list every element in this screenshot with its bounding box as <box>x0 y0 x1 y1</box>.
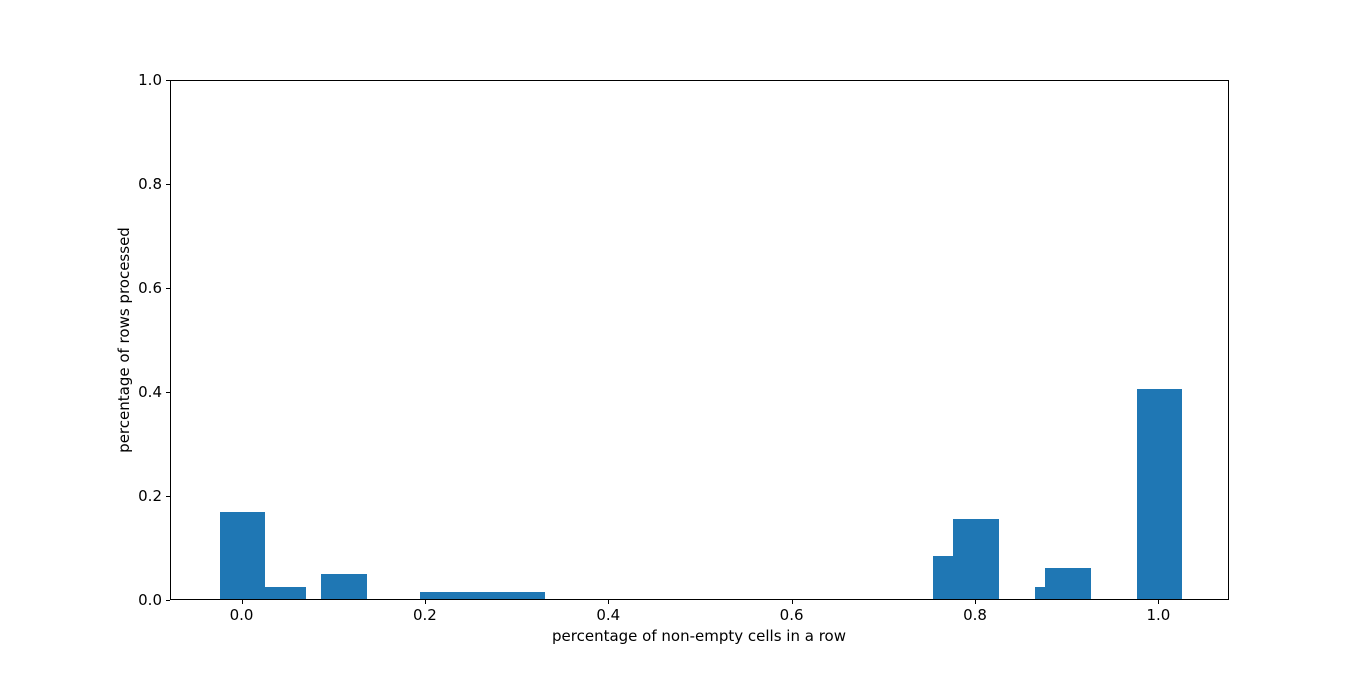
x-tick-label: 0.2 <box>412 606 437 624</box>
y-tick-mark <box>166 184 170 185</box>
histogram-bar <box>953 518 999 599</box>
x-tick-mark <box>241 600 243 604</box>
y-axis-label: percentage of rows processed <box>115 227 133 453</box>
plot-area <box>170 80 1229 600</box>
x-tick-label: 1.0 <box>1146 606 1171 624</box>
y-tick-mark <box>166 496 170 497</box>
histogram-bar <box>419 592 466 599</box>
y-tick-label: 1.0 <box>138 71 162 89</box>
histogram-bar <box>321 573 368 599</box>
x-axis-label: percentage of non-empty cells in a row <box>552 627 846 645</box>
x-tick-mark <box>424 600 426 604</box>
x-tick-label: 0.6 <box>779 606 804 624</box>
y-tick-label: 0.6 <box>138 279 162 297</box>
x-tick-mark <box>1158 600 1160 604</box>
y-tick-label: 0.8 <box>138 175 162 193</box>
y-tick-mark <box>166 288 170 289</box>
histogram-bar <box>1044 567 1091 599</box>
histogram-bar <box>499 592 545 599</box>
x-tick-mark <box>791 600 793 604</box>
y-tick-mark <box>166 600 170 601</box>
x-tick-label: 0.8 <box>963 606 987 624</box>
x-tick-mark <box>975 600 976 604</box>
histogram-bar <box>1136 388 1183 599</box>
y-tick-label: 0.4 <box>138 383 162 401</box>
histogram-bar <box>458 592 504 599</box>
x-tick-label: 0.0 <box>229 606 254 624</box>
y-tick-mark <box>166 80 170 81</box>
y-tick-mark <box>166 392 170 393</box>
x-tick-label: 0.4 <box>596 606 621 624</box>
y-tick-label: 0.0 <box>138 591 162 609</box>
histogram-bar <box>259 587 306 599</box>
x-tick-mark <box>608 600 610 604</box>
y-tick-label: 0.2 <box>138 487 162 505</box>
histogram-bar <box>219 512 266 599</box>
